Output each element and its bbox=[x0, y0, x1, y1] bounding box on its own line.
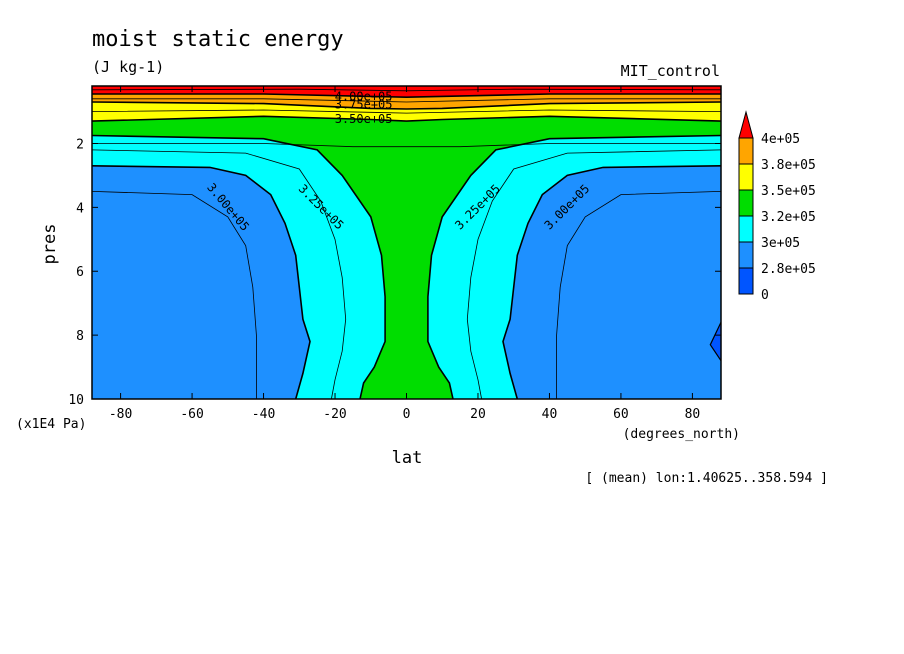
contour-thin-d bbox=[92, 143, 721, 148]
contour-thin-south-inner bbox=[91, 191, 257, 399]
chart-units: (J kg-1) bbox=[92, 58, 164, 76]
x-tick-label-0: -80 bbox=[109, 407, 132, 422]
fill-blue-north bbox=[503, 165, 721, 399]
contour-400 bbox=[92, 93, 721, 99]
y-axis-label: pres bbox=[40, 224, 60, 265]
y-tick-label-1: 4 bbox=[76, 201, 84, 216]
colorbar-label-3: 3.2e+05 bbox=[761, 210, 816, 225]
footnote: [ (mean) lon:1.40625..358.594 ] bbox=[585, 471, 828, 486]
dataset-label: MIT_control bbox=[621, 62, 720, 80]
x-tick-label-6: 40 bbox=[542, 407, 558, 422]
colorbar: 4e+05 3.8e+05 3.5e+05 3.2e+05 3e+05 2.8e+05 0 bbox=[738, 110, 816, 303]
colorbar-segment-3 bbox=[738, 189, 754, 217]
contour-thin-north-inner bbox=[556, 191, 722, 399]
contour-thin-north bbox=[466, 149, 722, 400]
contour-300-north bbox=[502, 165, 722, 400]
y-tick-label-4: 10 bbox=[68, 393, 84, 408]
colorbar-arrow-top bbox=[738, 110, 754, 139]
contour-thin-b bbox=[92, 98, 721, 103]
contour-label-1: 3.75e+05 bbox=[335, 98, 393, 112]
contour-275-patch bbox=[709, 322, 722, 362]
y-tick-label-2: 6 bbox=[76, 265, 84, 280]
x-axis-label: lat bbox=[392, 448, 423, 468]
colorbar-segment-5 bbox=[738, 241, 754, 269]
x-tick-label-3: -20 bbox=[323, 407, 346, 422]
contour-325-north bbox=[427, 134, 722, 400]
contour-label-0: 4.00e+05 bbox=[335, 90, 393, 104]
y-axis-unit: (x1E4 Pa) bbox=[16, 417, 86, 432]
x-tick-label-1: -60 bbox=[180, 407, 203, 422]
contour-thin-c bbox=[91, 109, 722, 114]
x-tick-label-5: 20 bbox=[470, 407, 486, 422]
y-axis-ticks: 2 4 6 8 10 bbox=[68, 137, 721, 408]
colorbar-label-2: 3.5e+05 bbox=[761, 184, 816, 199]
colorbar-label-5: 2.8e+05 bbox=[761, 262, 816, 277]
plot-area bbox=[92, 86, 721, 400]
colorbar-label-4: 3e+05 bbox=[761, 236, 800, 251]
contour-300-south bbox=[91, 165, 311, 400]
chart-title: moist static energy bbox=[92, 27, 344, 52]
colorbar-segment-1 bbox=[738, 137, 754, 165]
colorbar-segment-bottom bbox=[738, 267, 754, 295]
colorbar-label-0: 4e+05 bbox=[761, 132, 800, 147]
x-tick-label-7: 60 bbox=[613, 407, 629, 422]
colorbar-segment-2 bbox=[738, 163, 754, 191]
x-tick-label-2: -40 bbox=[252, 407, 275, 422]
colorbar-segment-4 bbox=[738, 215, 754, 243]
colorbar-label-1: 3.8e+05 bbox=[761, 158, 816, 173]
y-tick-label-0: 2 bbox=[76, 137, 84, 152]
fill-blue-south bbox=[92, 165, 310, 399]
contour-325-south bbox=[91, 134, 386, 400]
contour-350 bbox=[91, 115, 722, 122]
contour-375 bbox=[91, 101, 722, 110]
x-axis-unit: (degrees_north) bbox=[623, 427, 740, 442]
x-axis-ticks: -80 -60 -40 -20 0 20 40 60 80 bbox=[109, 86, 700, 422]
x-tick-label-8: 80 bbox=[685, 407, 701, 422]
contour-label-2: 3.50e+05 bbox=[335, 112, 393, 126]
y-tick-label-3: 8 bbox=[76, 329, 84, 344]
fill-deep-patch bbox=[710, 322, 721, 361]
colorbar-label-6: 0 bbox=[761, 288, 769, 303]
x-tick-label-4: 0 bbox=[403, 407, 411, 422]
contour-thin-south bbox=[91, 149, 347, 400]
contour-lines bbox=[91, 88, 722, 400]
